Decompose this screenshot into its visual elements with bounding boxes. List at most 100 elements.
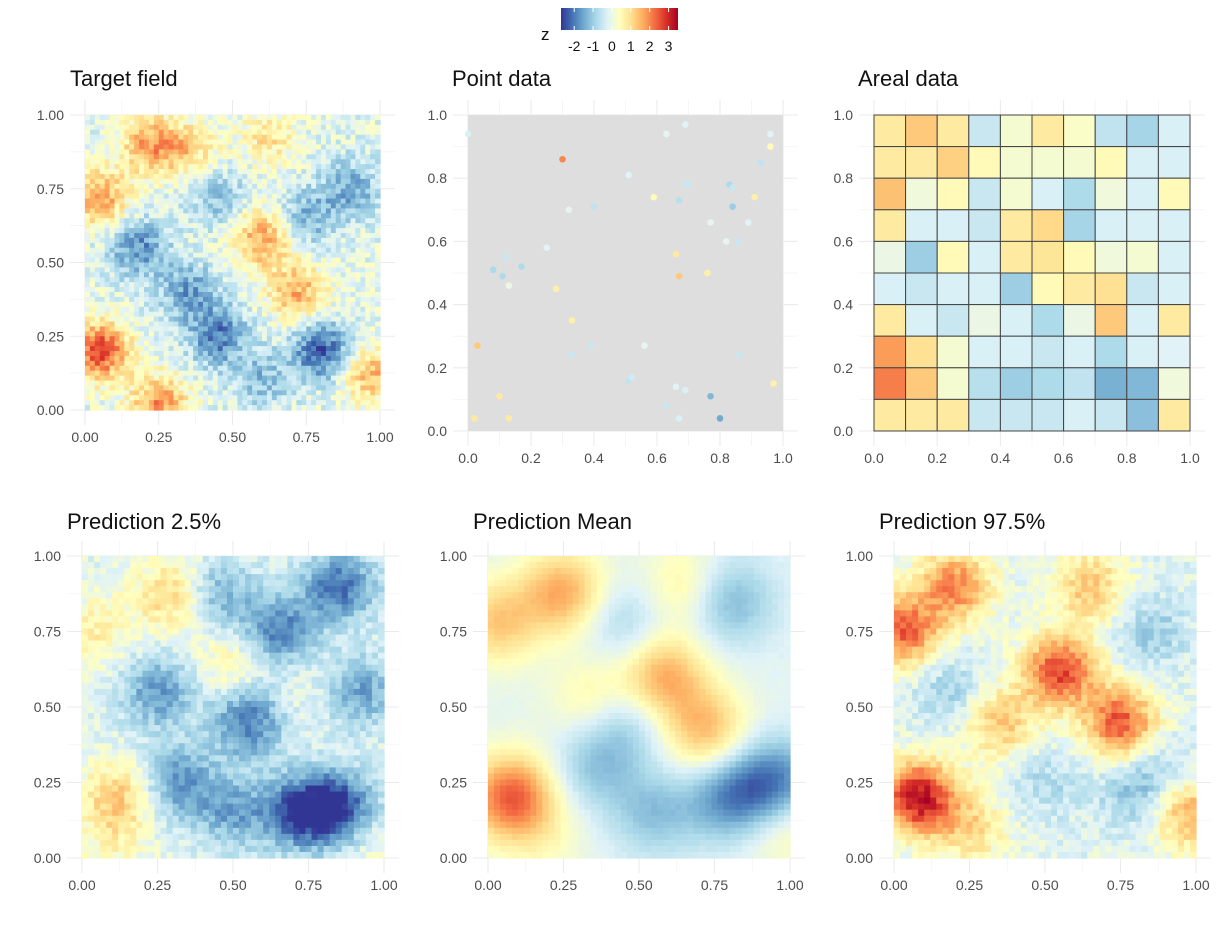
- raster-cell: [124, 237, 130, 244]
- raster-cell: [100, 628, 107, 636]
- raster-cell: [158, 351, 165, 357]
- raster-cell: [316, 257, 322, 264]
- raster-cell: [178, 761, 186, 768]
- raster-cell: [365, 272, 371, 278]
- raster-cell: [139, 134, 145, 141]
- raster-cell: [325, 208, 332, 214]
- raster-cell: [222, 252, 229, 259]
- raster-cell: [262, 119, 268, 126]
- raster-cell: [124, 223, 130, 229]
- raster-cell: [237, 134, 243, 141]
- raster-cell: [173, 370, 180, 377]
- raster-cell: [118, 761, 125, 768]
- raster-cell: [296, 139, 302, 146]
- raster-cell: [178, 658, 186, 666]
- raster-cell: [82, 725, 89, 732]
- raster-cell: [193, 262, 199, 269]
- data-point: [641, 342, 648, 349]
- raster-cell: [291, 326, 298, 332]
- raster-cell: [321, 267, 327, 273]
- raster-cell: [173, 188, 180, 195]
- raster-cell: [188, 193, 194, 200]
- raster-cell: [168, 237, 175, 244]
- raster-cell: [129, 405, 135, 411]
- raster-cell: [345, 316, 352, 323]
- raster-cell: [148, 797, 156, 805]
- raster-cell: [266, 380, 273, 387]
- raster-cell: [262, 277, 268, 283]
- raster-cell: [375, 252, 381, 259]
- raster-cell: [163, 124, 170, 131]
- raster-cell: [286, 316, 293, 323]
- raster-cell: [184, 616, 192, 624]
- raster-cell: [94, 707, 101, 714]
- raster-cell: [158, 115, 165, 121]
- raster-cell: [148, 694, 156, 702]
- raster-cell: [212, 301, 219, 308]
- raster-cell: [104, 341, 111, 347]
- raster-cell: [262, 228, 268, 234]
- panel-title: Point data: [452, 66, 552, 91]
- raster-cell: [119, 139, 125, 146]
- raster-cell: [345, 262, 352, 269]
- raster-cell: [160, 622, 168, 630]
- raster-cell: [316, 360, 322, 367]
- raster-cell: [262, 198, 268, 205]
- areal-cell: [999, 367, 1033, 400]
- raster-cell: [232, 213, 239, 219]
- raster-cell: [202, 773, 210, 781]
- raster-cell: [247, 405, 253, 411]
- raster-cell: [89, 390, 96, 396]
- raster-cell: [178, 797, 186, 805]
- raster-cell: [252, 178, 258, 185]
- raster-cell: [212, 252, 219, 259]
- raster-cell: [207, 193, 214, 200]
- raster-cell: [291, 228, 298, 234]
- raster-cell: [148, 640, 156, 648]
- raster-cell: [173, 282, 180, 288]
- raster-cell: [134, 228, 140, 234]
- raster-cell: [166, 707, 174, 714]
- raster-cell: [99, 149, 106, 155]
- raster-cell: [207, 178, 214, 185]
- raster-cell: [370, 193, 376, 200]
- raster-cell: [345, 380, 352, 387]
- raster-cell: [203, 252, 209, 259]
- raster-cell: [178, 257, 184, 264]
- raster-cell: [172, 791, 180, 799]
- raster-cell: [232, 405, 239, 411]
- raster-cell: [158, 242, 165, 249]
- raster-cell: [119, 400, 125, 406]
- raster-cell: [85, 385, 91, 391]
- raster-cell: [100, 755, 107, 762]
- raster-cell: [340, 257, 347, 264]
- raster-cell: [114, 395, 121, 401]
- raster-cell: [202, 634, 210, 642]
- raster-cell: [130, 616, 137, 624]
- raster-cell: [178, 731, 186, 738]
- raster-cell: [325, 306, 332, 313]
- raster-cell: [252, 124, 258, 131]
- raster-cell: [154, 634, 162, 642]
- raster-cell: [166, 622, 174, 630]
- raster-cell: [232, 277, 239, 283]
- raster-cell: [325, 115, 332, 121]
- raster-cell: [208, 803, 216, 811]
- raster-cell: [112, 580, 119, 587]
- raster-cell: [100, 562, 107, 569]
- areal-cell: [968, 304, 1001, 337]
- raster-cell: [173, 321, 180, 328]
- raster-cell: [106, 761, 113, 768]
- raster-cell: [129, 159, 135, 165]
- raster-cell: [365, 301, 371, 308]
- y-tick-label: 0.2: [428, 360, 448, 376]
- raster-cell: [257, 159, 263, 165]
- raster-cell: [144, 252, 150, 259]
- raster-cell: [335, 267, 342, 273]
- raster-cell: [360, 405, 366, 411]
- raster-cell: [134, 169, 140, 175]
- raster-cell: [82, 682, 89, 690]
- raster-cell: [178, 767, 186, 775]
- raster-cell: [134, 380, 140, 387]
- raster-cell: [296, 178, 302, 185]
